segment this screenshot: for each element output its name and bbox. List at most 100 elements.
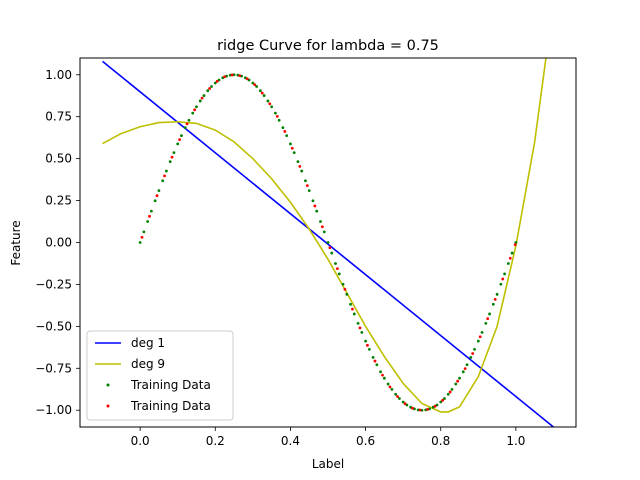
data-point bbox=[351, 307, 354, 311]
data-point bbox=[304, 179, 307, 183]
x-tick-label: 1.0 bbox=[506, 434, 525, 448]
data-point bbox=[352, 312, 356, 316]
legend-box bbox=[86, 330, 234, 421]
data-point bbox=[446, 392, 450, 396]
data-point bbox=[281, 126, 285, 130]
data-point bbox=[373, 359, 377, 363]
y-tick-label: −0.50 bbox=[35, 319, 72, 333]
data-point bbox=[319, 220, 322, 223]
series-line-2 bbox=[102, 58, 547, 413]
data-point bbox=[172, 151, 176, 155]
data-point bbox=[170, 155, 174, 159]
y-tick-label: 0.00 bbox=[45, 236, 72, 250]
series-group bbox=[102, 58, 554, 427]
data-point bbox=[503, 272, 507, 276]
data-point bbox=[458, 376, 461, 380]
data-point bbox=[493, 297, 497, 301]
data-point bbox=[168, 160, 172, 164]
data-point bbox=[146, 220, 150, 223]
data-point bbox=[183, 126, 187, 130]
data-point bbox=[273, 111, 277, 115]
data-point bbox=[283, 130, 287, 133]
data-point bbox=[305, 184, 309, 188]
data-point bbox=[161, 179, 165, 183]
data-point bbox=[390, 388, 394, 391]
data-point bbox=[176, 142, 180, 146]
legend-label: Training Data bbox=[130, 399, 211, 413]
legend-marker-swatch bbox=[106, 404, 110, 408]
data-point bbox=[270, 105, 274, 109]
data-point bbox=[480, 331, 484, 334]
data-point bbox=[514, 241, 518, 244]
data-point bbox=[275, 114, 279, 118]
data-point bbox=[311, 199, 315, 203]
data-point bbox=[165, 169, 168, 173]
data-point bbox=[501, 277, 505, 281]
data-point bbox=[379, 370, 383, 374]
x-tick-label: 0.6 bbox=[356, 434, 375, 448]
data-point bbox=[382, 376, 386, 380]
data-point bbox=[473, 347, 476, 351]
data-point bbox=[322, 230, 326, 234]
data-point bbox=[510, 251, 514, 255]
data-point bbox=[307, 189, 311, 193]
data-point bbox=[230, 73, 234, 77]
data-point bbox=[484, 321, 488, 325]
data-point bbox=[448, 390, 452, 394]
data-point bbox=[180, 134, 183, 138]
data-point bbox=[260, 91, 264, 95]
x-tick-label: 0.8 bbox=[431, 434, 450, 448]
data-point bbox=[253, 83, 257, 87]
y-tick-label: 0.25 bbox=[45, 194, 72, 208]
data-point bbox=[238, 74, 242, 78]
data-point bbox=[495, 292, 499, 296]
y-tick-label: 0.75 bbox=[45, 110, 72, 124]
legend-label: deg 1 bbox=[131, 336, 165, 350]
legend-label: Training Data bbox=[130, 378, 211, 392]
data-point bbox=[326, 241, 330, 244]
data-point bbox=[461, 370, 465, 374]
data-point bbox=[185, 122, 189, 126]
data-point bbox=[341, 282, 345, 286]
data-point bbox=[381, 373, 384, 377]
data-point bbox=[313, 204, 317, 208]
y-tick-label: 0.50 bbox=[45, 152, 72, 166]
data-point bbox=[486, 317, 490, 321]
data-point bbox=[215, 79, 219, 83]
data-point bbox=[195, 105, 198, 109]
data-point bbox=[187, 118, 191, 122]
data-point bbox=[251, 81, 255, 85]
data-point bbox=[328, 246, 332, 250]
data-point bbox=[142, 230, 146, 234]
data-point bbox=[208, 87, 212, 90]
data-point bbox=[320, 225, 324, 229]
data-point bbox=[465, 363, 469, 367]
data-point bbox=[191, 111, 195, 115]
data-point bbox=[450, 388, 454, 391]
data-point bbox=[149, 209, 153, 213]
data-point bbox=[330, 251, 334, 255]
data-point bbox=[193, 108, 197, 112]
data-point bbox=[386, 382, 390, 386]
data-point bbox=[513, 243, 517, 247]
data-point bbox=[268, 102, 272, 106]
x-axis-label: Label bbox=[312, 457, 344, 471]
data-point bbox=[300, 169, 304, 173]
data-point bbox=[334, 262, 337, 265]
data-point bbox=[488, 312, 491, 316]
data-point bbox=[285, 134, 289, 138]
data-point bbox=[396, 395, 399, 398]
data-point bbox=[454, 382, 458, 386]
y-tick-label: −1.00 bbox=[35, 403, 72, 417]
data-point bbox=[198, 99, 202, 103]
data-point bbox=[155, 194, 159, 198]
data-point bbox=[367, 347, 371, 351]
data-point bbox=[277, 118, 281, 122]
data-point bbox=[471, 352, 475, 355]
data-point bbox=[388, 385, 392, 389]
chart-title: ridge Curve for lambda = 0.75 bbox=[217, 38, 439, 54]
data-point bbox=[296, 160, 300, 164]
data-point bbox=[491, 302, 495, 306]
y-axis-label: Feature bbox=[9, 220, 23, 265]
data-point bbox=[163, 174, 166, 178]
